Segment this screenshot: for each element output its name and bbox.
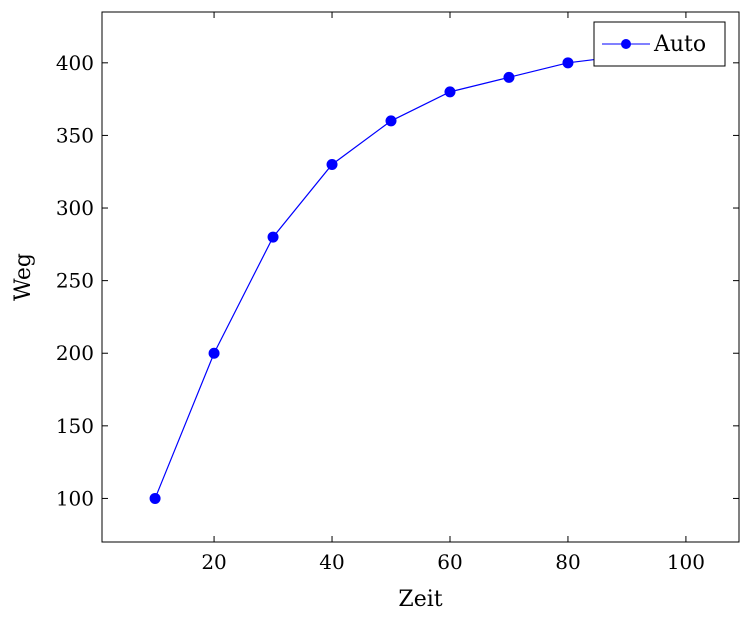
tick-labels: 20 40 60 80 100 100 150 200 250 300 350 400 [56,51,705,574]
x-tick-label: 80 [555,550,580,574]
data-point [149,492,161,504]
axis-ticks [102,12,739,542]
legend-label-auto: Auto [653,32,706,57]
y-tick-label: 200 [56,341,94,365]
data-point [562,57,574,69]
y-axis-title: Weg [11,253,36,301]
data-point [267,231,279,243]
y-tick-label: 150 [56,414,94,438]
series-layer [149,50,633,504]
data-point [503,71,515,83]
legend: Auto [593,21,726,67]
y-tick-label: 400 [56,51,94,75]
data-point [385,115,397,127]
legend-marker [621,39,631,49]
x-axis-title: Zeit [398,587,442,612]
plot-frame [101,11,740,543]
y-tick-label: 100 [56,486,94,510]
data-point [208,347,220,359]
x-tick-label: 100 [667,550,705,574]
y-tick-label: 250 [56,269,94,293]
x-tick-label: 20 [201,550,226,574]
data-point [444,86,456,98]
y-tick-label: 350 [56,123,94,147]
data-point [326,158,338,170]
x-tick-label: 60 [437,550,462,574]
x-tick-label: 40 [319,550,344,574]
y-tick-label: 300 [56,196,94,220]
